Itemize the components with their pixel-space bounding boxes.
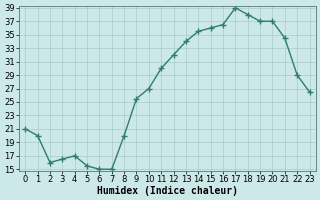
X-axis label: Humidex (Indice chaleur): Humidex (Indice chaleur)	[97, 186, 238, 196]
